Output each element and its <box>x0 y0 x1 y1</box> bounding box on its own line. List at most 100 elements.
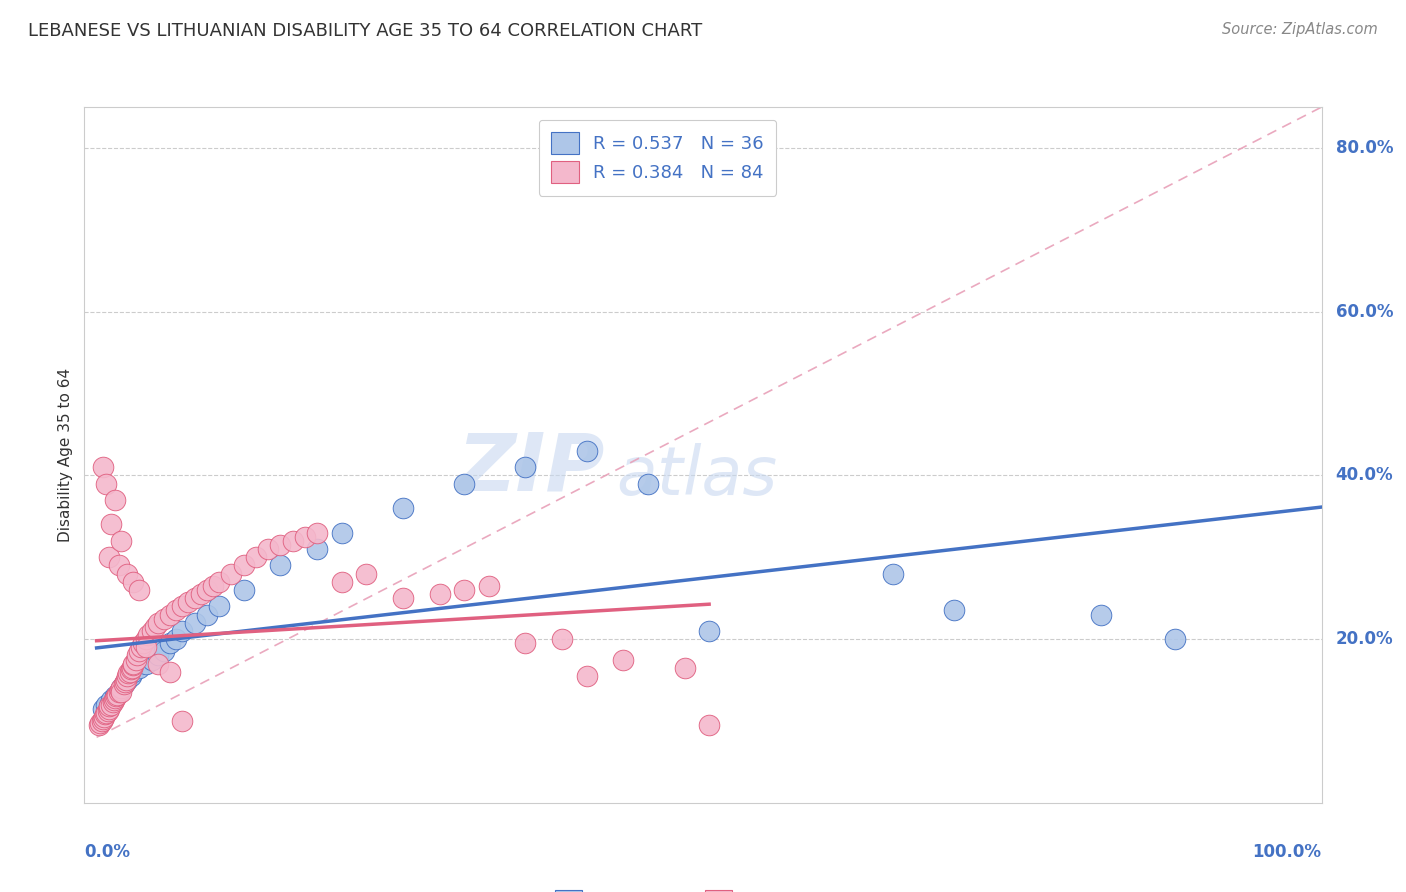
Point <box>269 558 291 573</box>
Point <box>114 674 136 689</box>
Point <box>135 632 157 646</box>
Point <box>281 533 304 548</box>
Point <box>128 661 150 675</box>
Point <box>146 615 169 630</box>
Point <box>97 699 120 714</box>
Point <box>91 460 114 475</box>
Point <box>232 582 254 597</box>
Point <box>159 607 181 622</box>
Point <box>172 624 194 638</box>
Point <box>100 698 122 712</box>
Point <box>91 712 114 726</box>
Point <box>110 681 132 696</box>
Point <box>110 685 132 699</box>
Point <box>257 542 280 557</box>
Y-axis label: Disability Age 35 to 64: Disability Age 35 to 64 <box>58 368 73 542</box>
Text: 60.0%: 60.0% <box>1336 302 1393 321</box>
Point <box>104 492 127 507</box>
Point <box>132 636 155 650</box>
Point <box>89 715 111 730</box>
Point <box>294 530 316 544</box>
Point <box>129 640 152 655</box>
Point <box>943 603 966 617</box>
Point <box>165 603 187 617</box>
Point <box>112 677 135 691</box>
Point <box>183 615 205 630</box>
Point <box>392 501 415 516</box>
Point <box>125 648 148 663</box>
Point <box>125 652 148 666</box>
Point <box>183 591 205 606</box>
Point <box>153 644 176 658</box>
Text: ZIP: ZIP <box>457 430 605 508</box>
Point <box>172 714 194 728</box>
Point <box>100 517 122 532</box>
Point <box>115 673 138 687</box>
Point <box>101 695 124 709</box>
Point <box>122 574 145 589</box>
Point <box>153 612 176 626</box>
Point <box>104 691 127 706</box>
Point <box>208 574 231 589</box>
Point <box>128 582 150 597</box>
Point <box>108 682 131 697</box>
Point <box>110 681 132 696</box>
Point <box>515 460 537 475</box>
Point <box>120 662 142 676</box>
Text: 20.0%: 20.0% <box>1336 630 1393 648</box>
Point <box>221 566 243 581</box>
Point <box>159 665 181 679</box>
Point <box>141 624 163 638</box>
Text: Source: ZipAtlas.com: Source: ZipAtlas.com <box>1222 22 1378 37</box>
Point <box>232 558 254 573</box>
Point <box>136 628 159 642</box>
Point <box>112 677 135 691</box>
Point <box>107 685 129 699</box>
Point <box>195 607 218 622</box>
Point <box>195 582 218 597</box>
Point <box>115 566 138 581</box>
Point <box>575 669 598 683</box>
Point <box>575 443 598 458</box>
Legend: Lebanese, Lithuanians: Lebanese, Lithuanians <box>548 882 858 892</box>
Point <box>94 707 117 722</box>
Point <box>117 666 139 681</box>
Text: 40.0%: 40.0% <box>1336 467 1393 484</box>
Point <box>96 698 118 712</box>
Point <box>121 661 143 675</box>
Point <box>107 685 129 699</box>
Point <box>110 533 132 548</box>
Point <box>269 538 291 552</box>
Point <box>97 701 120 715</box>
Point <box>105 690 128 704</box>
Point <box>141 652 163 666</box>
Point <box>118 665 141 679</box>
Point <box>146 657 169 671</box>
Text: 80.0%: 80.0% <box>1336 139 1393 157</box>
Point <box>637 476 659 491</box>
Point <box>429 587 451 601</box>
Point <box>97 550 120 565</box>
Point <box>96 476 118 491</box>
Point <box>172 599 194 614</box>
Point <box>107 688 129 702</box>
Point <box>135 640 157 655</box>
Point <box>115 673 138 687</box>
Text: 100.0%: 100.0% <box>1253 843 1322 861</box>
Point <box>122 665 145 679</box>
Point <box>515 636 537 650</box>
Point <box>135 657 157 671</box>
Point <box>245 550 267 565</box>
Point <box>93 710 115 724</box>
Text: LEBANESE VS LITHUANIAN DISABILITY AGE 35 TO 64 CORRELATION CHART: LEBANESE VS LITHUANIAN DISABILITY AGE 35… <box>28 22 703 40</box>
Point <box>100 693 122 707</box>
Point <box>177 595 200 609</box>
Point <box>115 669 138 683</box>
Point <box>90 714 112 728</box>
Point <box>330 574 353 589</box>
Point <box>612 652 634 666</box>
Point <box>1163 632 1185 646</box>
Point <box>122 658 145 673</box>
Text: 0.0%: 0.0% <box>84 843 131 861</box>
Point <box>478 579 501 593</box>
